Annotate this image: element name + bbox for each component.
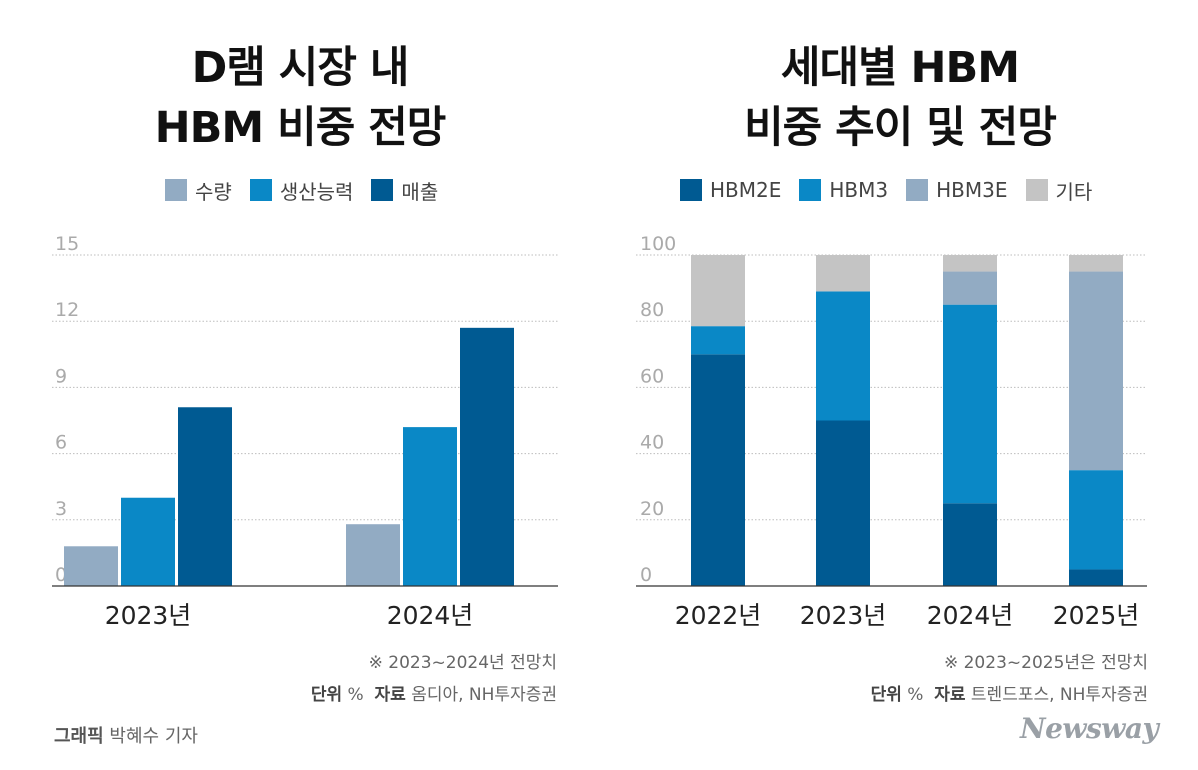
left-chart-title: D램 시장 내 HBM 비중 전망 <box>40 38 560 158</box>
chart1-category-label-3: 2025년 <box>1053 601 1140 630</box>
chart1-tick-label-4: 80 <box>640 299 664 321</box>
chart1-bar-0-0 <box>691 354 745 586</box>
left-title-line1: D램 시장 내 <box>191 43 410 93</box>
legend-label-revenue: 매출 <box>401 179 439 204</box>
legend-label-quantity: 수량 <box>195 179 232 204</box>
chart1-bar-3-0 <box>1069 569 1123 586</box>
chart1-bar-0-1 <box>691 326 745 355</box>
chart1-bar-2-1 <box>943 304 997 504</box>
legend-label-hbm3e: HBM3E <box>936 178 1008 202</box>
legend-swatch-quantity <box>165 179 187 201</box>
legend-swatch-hbm3 <box>799 179 822 201</box>
chart1-category-label-0: 2022년 <box>675 601 762 630</box>
chart1-bar-2-3 <box>943 255 997 272</box>
chart0-tick-label-1: 3 <box>55 498 67 520</box>
left-unit-value: % <box>347 685 364 705</box>
graphic-credit: 그래픽 박혜수 기자 <box>54 722 198 748</box>
chart1-bar-1-1 <box>816 291 870 421</box>
right-unit-value: % <box>907 685 924 705</box>
legend-swatch-capacity <box>249 179 272 201</box>
chart0-bar-0-2 <box>178 407 232 586</box>
left-unit-key: 단위 <box>310 685 343 705</box>
right-source-key: 자료 <box>934 685 966 705</box>
chart1-tick-label-3: 60 <box>640 365 664 387</box>
credit-label: 그래픽 <box>54 726 104 747</box>
chart1-bar-1-3 <box>816 255 870 292</box>
chart0-category-label-1: 2024년 <box>387 601 474 630</box>
chart0-bar-1-0 <box>346 524 400 586</box>
left-source-value: 옴디아, NH투자증권 <box>411 685 557 705</box>
legend-item-hbm3: HBM3 <box>799 178 888 202</box>
legend-label-capacity: 생산능력 <box>279 179 354 204</box>
chart0-bar-0-0 <box>64 546 118 586</box>
right-title-line1: 세대별 HBM <box>780 43 1020 93</box>
chart1-bar-0-3 <box>691 255 745 327</box>
left-title-line2: HBM 비중 전망 <box>154 103 447 153</box>
chart0-tick-label-2: 6 <box>55 432 67 454</box>
chart1-category-label-2: 2024년 <box>927 601 1014 630</box>
legend-swatch-hbm2e <box>680 179 702 201</box>
legend-swatch-hbm3e <box>906 179 929 201</box>
right-unit-key: 단위 <box>870 685 902 705</box>
chart1-tick-label-5: 100 <box>640 233 676 255</box>
legend-item-other: 기타 <box>1025 176 1093 205</box>
legend-item-hbm2e: HBM2E <box>680 178 781 202</box>
chart0-bar-1-2 <box>460 327 514 586</box>
left-forecast-note: ※ 2023~2024년 전망치 <box>368 653 557 673</box>
chart1-tick-label-1: 20 <box>640 498 664 520</box>
left-legend: 수량 생산능력 매출 <box>165 176 438 204</box>
chart1-tick-label-0: 0 <box>640 564 652 586</box>
right-title-line2: 비중 추이 및 전망 <box>744 103 1057 153</box>
chart1-bar-2-2 <box>943 271 997 305</box>
chart0-tick-label-5: 15 <box>55 233 79 255</box>
legend-item-capacity: 생산능력 <box>249 176 354 205</box>
legend-label-hbm3: HBM3 <box>829 178 889 202</box>
credit-name: 박혜수 기자 <box>109 726 198 747</box>
right-chart-title: 세대별 HBM 비중 추이 및 전망 <box>640 38 1160 158</box>
right-legend: HBM2E HBM3 HBM3E 기타 <box>680 176 1092 204</box>
chart1-bar-3-3 <box>1069 255 1123 272</box>
chart1-tick-label-2: 40 <box>640 432 664 454</box>
chart1-category-label-1: 2023년 <box>800 601 887 630</box>
legend-item-quantity: 수량 <box>165 176 232 205</box>
legend-swatch-other <box>1025 179 1048 201</box>
chart1-bar-3-1 <box>1069 470 1123 570</box>
legend-label-hbm2e: HBM2E <box>710 178 782 202</box>
left-source-key: 자료 <box>374 685 406 705</box>
chart0-tick-label-3: 9 <box>55 365 67 387</box>
chart0-bar-0-1 <box>121 497 175 586</box>
legend-item-hbm3e: HBM3E <box>906 178 1008 202</box>
legend-swatch-revenue <box>371 179 394 201</box>
left-source-line: 단위 % 자료 옴디아, NH투자증권 <box>311 680 557 705</box>
right-source-value: 트렌드포스, NH투자증권 <box>970 685 1148 705</box>
legend-label-other: 기타 <box>1055 179 1093 204</box>
chart1-bar-2-0 <box>943 503 997 586</box>
right-source-line: 단위 % 자료 트렌드포스, NH투자증권 <box>871 680 1148 705</box>
chart1-bar-3-2 <box>1069 271 1123 471</box>
legend-item-revenue: 매출 <box>371 176 438 205</box>
chart0-category-label-0: 2023년 <box>105 601 192 630</box>
newsway-logo: Newsway <box>1020 712 1159 745</box>
chart1-bar-1-0 <box>816 420 870 586</box>
chart0-bar-1-1 <box>403 427 457 586</box>
right-forecast-note: ※ 2023~2025년은 전망치 <box>943 653 1148 673</box>
chart0-tick-label-4: 12 <box>55 299 79 321</box>
